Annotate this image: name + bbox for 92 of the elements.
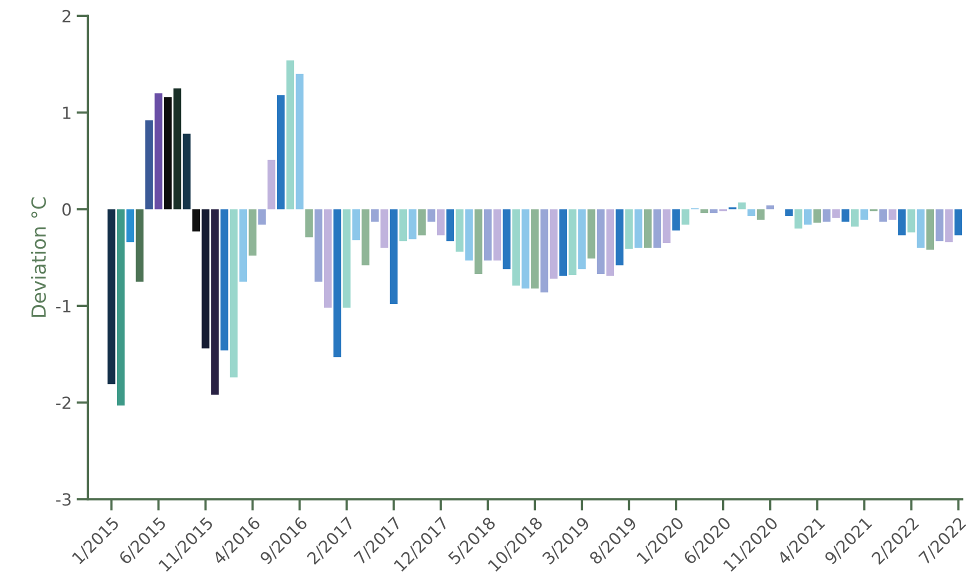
bar (672, 209, 680, 230)
bar (408, 209, 416, 240)
bar (446, 209, 454, 242)
y-tick-label: 2 (62, 10, 70, 22)
bar (568, 209, 576, 275)
bar (860, 209, 868, 220)
bar (296, 74, 304, 210)
bar (276, 95, 285, 210)
bar (136, 209, 144, 282)
y-tick-label: -1 (56, 300, 70, 312)
bar (211, 209, 219, 395)
bar (145, 120, 153, 210)
bar (108, 209, 116, 384)
bar (314, 209, 322, 282)
bar (126, 209, 134, 242)
y-axis-title: Deviation °C (30, 197, 46, 317)
bar (286, 60, 294, 210)
bar (700, 209, 708, 214)
bar (436, 209, 445, 236)
bar (371, 209, 379, 222)
bar (879, 209, 887, 222)
bar (653, 209, 662, 248)
bar (399, 209, 408, 242)
y-tick-label: 1 (63, 106, 70, 119)
bar (474, 209, 482, 274)
bar (596, 209, 605, 274)
bar (710, 209, 718, 214)
bar (851, 209, 859, 227)
bar (540, 209, 548, 292)
bar (832, 209, 840, 218)
bar (362, 209, 370, 266)
bar (945, 209, 953, 242)
bar (606, 209, 614, 276)
bar (202, 209, 210, 348)
bar (522, 209, 530, 288)
bar (305, 209, 313, 238)
bar (248, 209, 256, 256)
bar (682, 209, 690, 225)
bar (559, 209, 567, 276)
bar (182, 134, 191, 210)
bar (936, 209, 944, 242)
bar (550, 209, 558, 279)
bar (954, 209, 962, 236)
bar (230, 209, 238, 378)
y-tick-label: 0 (62, 203, 71, 216)
bar (634, 209, 642, 248)
bar (588, 209, 596, 259)
bar (842, 209, 850, 222)
bar (756, 209, 765, 220)
bar (512, 209, 520, 286)
bar (502, 209, 511, 270)
bar (192, 209, 200, 232)
bar (785, 209, 793, 216)
bar (625, 209, 633, 249)
bar (258, 209, 266, 225)
bar (484, 209, 492, 260)
bar (173, 88, 182, 210)
bar (164, 97, 172, 210)
bar (916, 209, 925, 248)
bar (531, 209, 539, 288)
bar (738, 202, 746, 210)
bar (428, 209, 436, 222)
bar (804, 209, 812, 225)
bar (333, 209, 342, 358)
bar (578, 209, 586, 270)
bar (324, 209, 332, 308)
bar (342, 209, 351, 308)
bar (616, 209, 624, 266)
bar (456, 209, 464, 252)
bar (154, 93, 162, 210)
bar (813, 209, 822, 223)
bar (220, 209, 228, 350)
bar (380, 209, 388, 248)
bar (898, 209, 906, 236)
y-tick-label: -3 (56, 493, 71, 506)
bar (390, 209, 398, 304)
bar (268, 160, 276, 210)
bar (822, 209, 830, 222)
bar (239, 209, 248, 282)
bar (888, 209, 896, 220)
bar (493, 209, 502, 260)
bar (116, 209, 125, 406)
bar (747, 209, 756, 216)
bar (418, 209, 426, 236)
bar (644, 209, 652, 248)
y-tick-label: -2 (56, 396, 70, 409)
bar (465, 209, 473, 260)
bar (907, 209, 916, 232)
bar (926, 209, 934, 250)
bar (352, 209, 360, 240)
bar (662, 209, 671, 244)
bar (794, 209, 802, 229)
